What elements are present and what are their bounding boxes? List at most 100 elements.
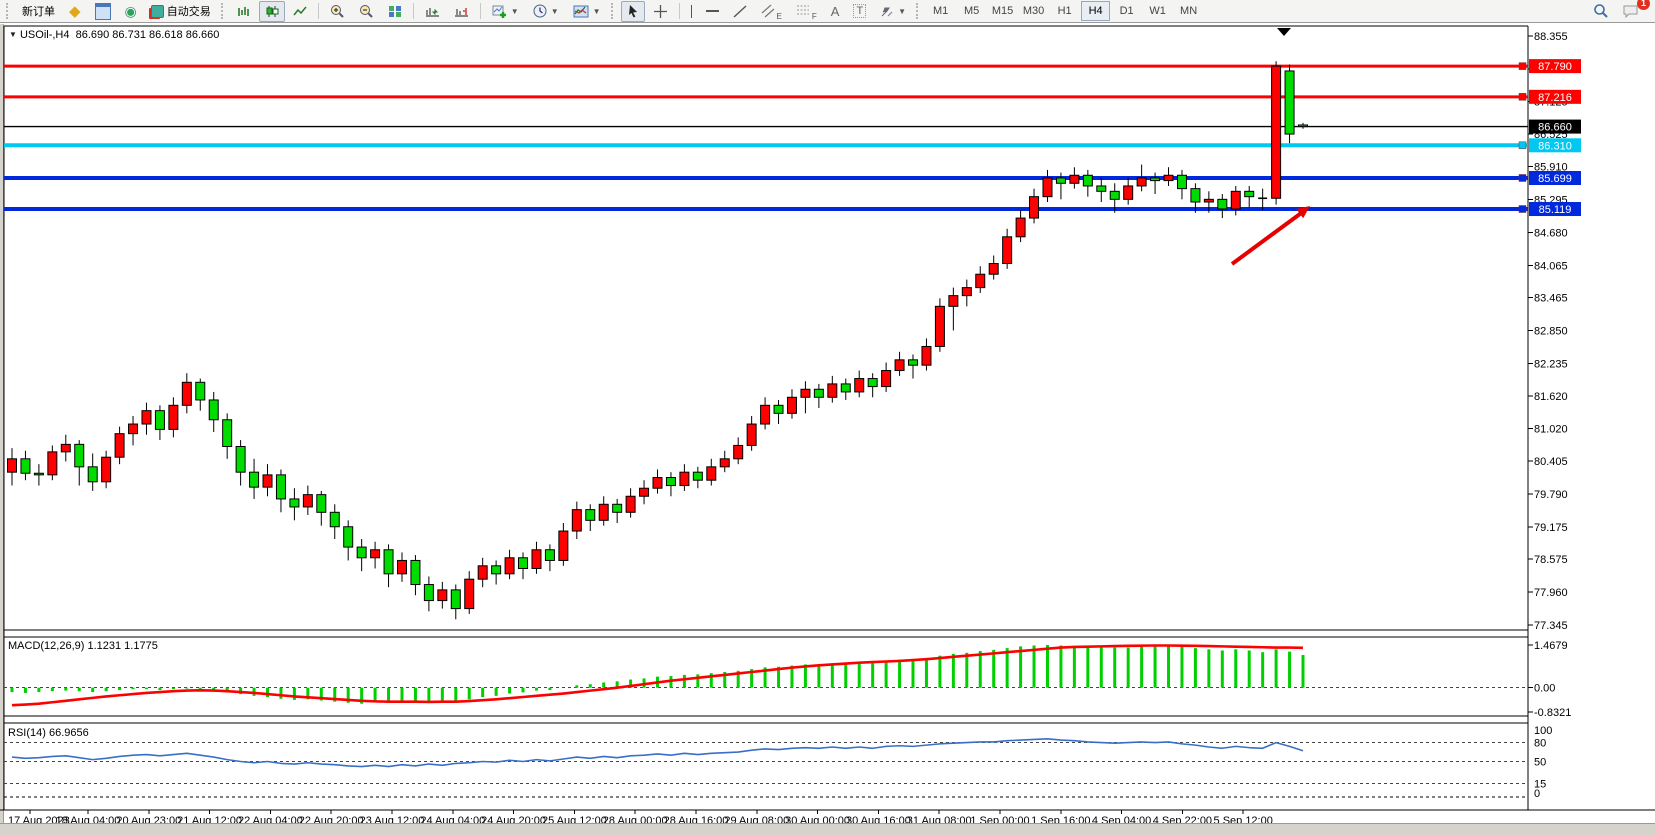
auto-scroll-button[interactable] xyxy=(419,1,446,22)
timeframe-m1-button[interactable]: M1 xyxy=(932,5,949,17)
arrows-tool-button[interactable]: ▼ xyxy=(874,1,912,22)
svg-text:0.00: 0.00 xyxy=(1534,683,1555,695)
auto-trading-button[interactable]: 自动交易 xyxy=(145,1,217,22)
symbol-ohlc-text: USOil-,H4 86.690 86.731 86.618 86.660 xyxy=(19,29,220,41)
toolbar-grip[interactable] xyxy=(220,3,227,19)
svg-text:85.699: 85.699 xyxy=(1538,173,1572,185)
indicators-button[interactable]: ▼ xyxy=(486,1,525,22)
svg-text:79.790: 79.790 xyxy=(1534,489,1568,501)
dropdown-arrow-icon: ▼ xyxy=(898,6,907,16)
timeframe-h4-button[interactable]: H4 xyxy=(1081,1,1111,21)
chart-shift-marker[interactable] xyxy=(1277,28,1291,36)
svg-text:82.850: 82.850 xyxy=(1534,325,1568,337)
cursor-tool-button[interactable] xyxy=(620,0,645,22)
horizontal-line-tool-button[interactable] xyxy=(700,1,725,22)
candlestick-icon xyxy=(266,5,279,17)
auto-scroll-icon xyxy=(425,7,439,17)
templates-icon xyxy=(573,5,589,17)
svg-text:81.020: 81.020 xyxy=(1534,423,1568,435)
crosshair-icon xyxy=(653,4,667,18)
svg-text:86.660: 86.660 xyxy=(1538,122,1572,134)
horizontal-line-85.119[interactable] xyxy=(4,205,1528,213)
macd-pane: 1.4679 0.00 -0.8321 xyxy=(4,640,1571,719)
equidistant-channel-icon xyxy=(761,4,774,18)
timeframe-mn-button[interactable]: MN xyxy=(1180,5,1198,17)
data-window-button[interactable] xyxy=(89,1,117,22)
channel-tool-label: E xyxy=(776,11,782,21)
svg-text:79.175: 79.175 xyxy=(1534,522,1568,534)
fibonacci-tool-button[interactable]: F xyxy=(790,1,823,22)
text-label-tool-icon: T xyxy=(853,4,867,18)
price-axis: 88.35587.74087.12586.52585.91085.29584.6… xyxy=(1528,31,1568,632)
svg-text:87.790: 87.790 xyxy=(1538,61,1572,73)
svg-text:86.310: 86.310 xyxy=(1538,140,1572,152)
timeframe-m30-button[interactable]: M30 xyxy=(1022,5,1045,17)
toolbar-grip[interactable] xyxy=(610,3,617,19)
tile-windows-button[interactable] xyxy=(382,1,408,22)
trendline-tool-button[interactable] xyxy=(727,1,753,22)
vertical-line-tool-button[interactable] xyxy=(685,1,698,22)
new-order-label: 新订单 xyxy=(22,6,55,18)
crosshair-tool-button[interactable] xyxy=(647,1,674,22)
text-tool-button[interactable]: A xyxy=(825,1,846,22)
svg-text:88.355: 88.355 xyxy=(1534,31,1568,43)
indicators-icon xyxy=(492,5,506,18)
toolbar-grip[interactable] xyxy=(916,3,922,19)
horizontal-line-87.790[interactable] xyxy=(4,62,1528,70)
zoom-out-button[interactable] xyxy=(353,1,380,22)
search-button[interactable] xyxy=(1587,1,1615,22)
fibo-tool-label: F xyxy=(811,11,817,21)
horizontal-line-87.216[interactable] xyxy=(4,93,1528,101)
bar-chart-mode-button[interactable] xyxy=(231,1,257,22)
market-watch-button[interactable]: ◆ xyxy=(63,1,87,22)
horizontal-line-86.310[interactable] xyxy=(4,141,1528,150)
timeframe-m5-button[interactable]: M5 xyxy=(963,5,980,17)
signals-icon: ◉ xyxy=(124,3,137,19)
timeframe-d1-button[interactable]: D1 xyxy=(1119,5,1134,17)
svg-text:81.620: 81.620 xyxy=(1534,391,1568,403)
svg-text:84.065: 84.065 xyxy=(1534,260,1568,272)
fibonacci-icon xyxy=(796,5,809,15)
trendline-icon xyxy=(733,4,747,18)
toolbar-grip[interactable] xyxy=(6,3,12,19)
chart-canvas[interactable]: 88.35587.74087.12586.52585.91085.29584.6… xyxy=(0,24,1655,835)
notification-badge: 1 xyxy=(1637,0,1650,10)
arrows-tool-icon xyxy=(881,7,893,16)
svg-text:78.575: 78.575 xyxy=(1534,554,1568,566)
chart-window[interactable]: 88.35587.74087.12586.52585.91085.29584.6… xyxy=(0,24,1655,835)
new-order-button[interactable]: 新订单 xyxy=(16,1,61,22)
candlestick-mode-button[interactable] xyxy=(258,0,285,22)
text-label-tool-button[interactable]: T xyxy=(847,1,872,22)
horizontal-line-85.699[interactable] xyxy=(4,174,1528,182)
svg-text:1.4679: 1.4679 xyxy=(1534,640,1568,652)
chart-shift-button[interactable] xyxy=(448,1,475,22)
svg-text:84.680: 84.680 xyxy=(1534,228,1568,240)
signals-button[interactable]: ◉ xyxy=(119,1,143,22)
market-watch-icon: ◆ xyxy=(69,2,81,20)
notifications-button[interactable]: 1 xyxy=(1617,0,1650,22)
line-chart-mode-button[interactable] xyxy=(287,1,313,22)
periods-button[interactable]: ▼ xyxy=(527,1,565,22)
svg-text:15: 15 xyxy=(1534,779,1546,791)
svg-text:80.405: 80.405 xyxy=(1534,456,1568,468)
text-tool-icon: A xyxy=(830,3,840,19)
svg-text:85.119: 85.119 xyxy=(1539,204,1572,216)
chevron-down-icon[interactable]: ▼ xyxy=(9,30,17,39)
cursor-icon xyxy=(628,5,637,18)
svg-text:85.910: 85.910 xyxy=(1534,162,1568,174)
templates-button[interactable]: ▼ xyxy=(567,1,607,22)
timeframe-m15-button[interactable]: M15 xyxy=(991,5,1014,17)
svg-text:50: 50 xyxy=(1534,757,1546,769)
auto-trading-icon xyxy=(150,4,164,18)
search-icon xyxy=(1594,4,1608,18)
chat-bubble-icon xyxy=(1623,5,1638,18)
zoom-in-button[interactable] xyxy=(324,1,351,22)
dropdown-arrow-icon: ▼ xyxy=(510,6,519,16)
timeframe-w1-button[interactable]: W1 xyxy=(1149,5,1166,17)
zoom-out-icon xyxy=(359,5,373,18)
timeframe-h1-button[interactable]: H1 xyxy=(1057,5,1072,17)
arrow-annotation[interactable] xyxy=(1230,206,1310,266)
channel-tool-button[interactable]: E xyxy=(755,1,788,22)
